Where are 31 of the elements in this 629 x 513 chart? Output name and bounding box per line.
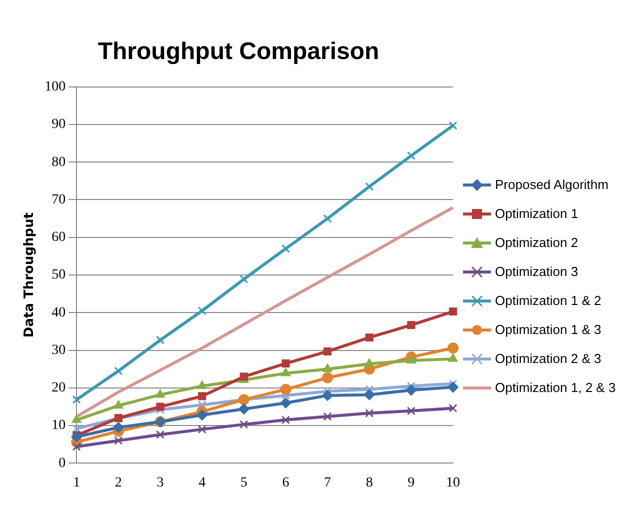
x-tick-label: 6 [282, 475, 290, 490]
y-tick-label: 10 [52, 418, 66, 434]
y-tick-label: 60 [52, 230, 66, 246]
y-tick-label: 50 [52, 268, 66, 283]
x-tick-label: 3 [156, 475, 164, 490]
x-tick-label: 10 [446, 475, 460, 490]
legend-label: Optimization 1 & 3 [495, 322, 602, 337]
x-tick-label: 9 [408, 475, 415, 490]
y-tick-label: 70 [52, 192, 66, 208]
y-tick-label: 0 [58, 456, 66, 471]
x-tick-label: 7 [324, 475, 332, 490]
legend-label: Optimization 1, 2 & 3 [495, 380, 616, 395]
x-tick-label: 5 [240, 475, 248, 490]
y-tick-label: 20 [52, 380, 66, 396]
y-tick-label: 100 [44, 79, 66, 94]
y-tick-label: 80 [52, 154, 66, 170]
y-axis-title: Data Throughput [22, 212, 38, 338]
chart-title: Throughput Comparison [98, 38, 380, 66]
legend-label: Optimization 1 & 2 [495, 293, 602, 308]
y-tick-label: 90 [52, 117, 66, 132]
legend-label: Optimization 1 [495, 206, 578, 221]
x-tick-label: 1 [73, 475, 80, 490]
legend-label: Optimization 2 & 3 [495, 351, 602, 366]
x-tick-label: 2 [114, 475, 122, 490]
x-tick-label: 8 [366, 475, 373, 490]
x-tick-label: 4 [198, 475, 206, 490]
y-tick-label: 40 [52, 305, 66, 320]
y-tick-label: 30 [52, 342, 66, 358]
legend-label: Optimization 2 [495, 235, 578, 250]
legend-label: Proposed Algorithm [495, 177, 608, 192]
legend-label: Optimization 3 [495, 264, 578, 279]
